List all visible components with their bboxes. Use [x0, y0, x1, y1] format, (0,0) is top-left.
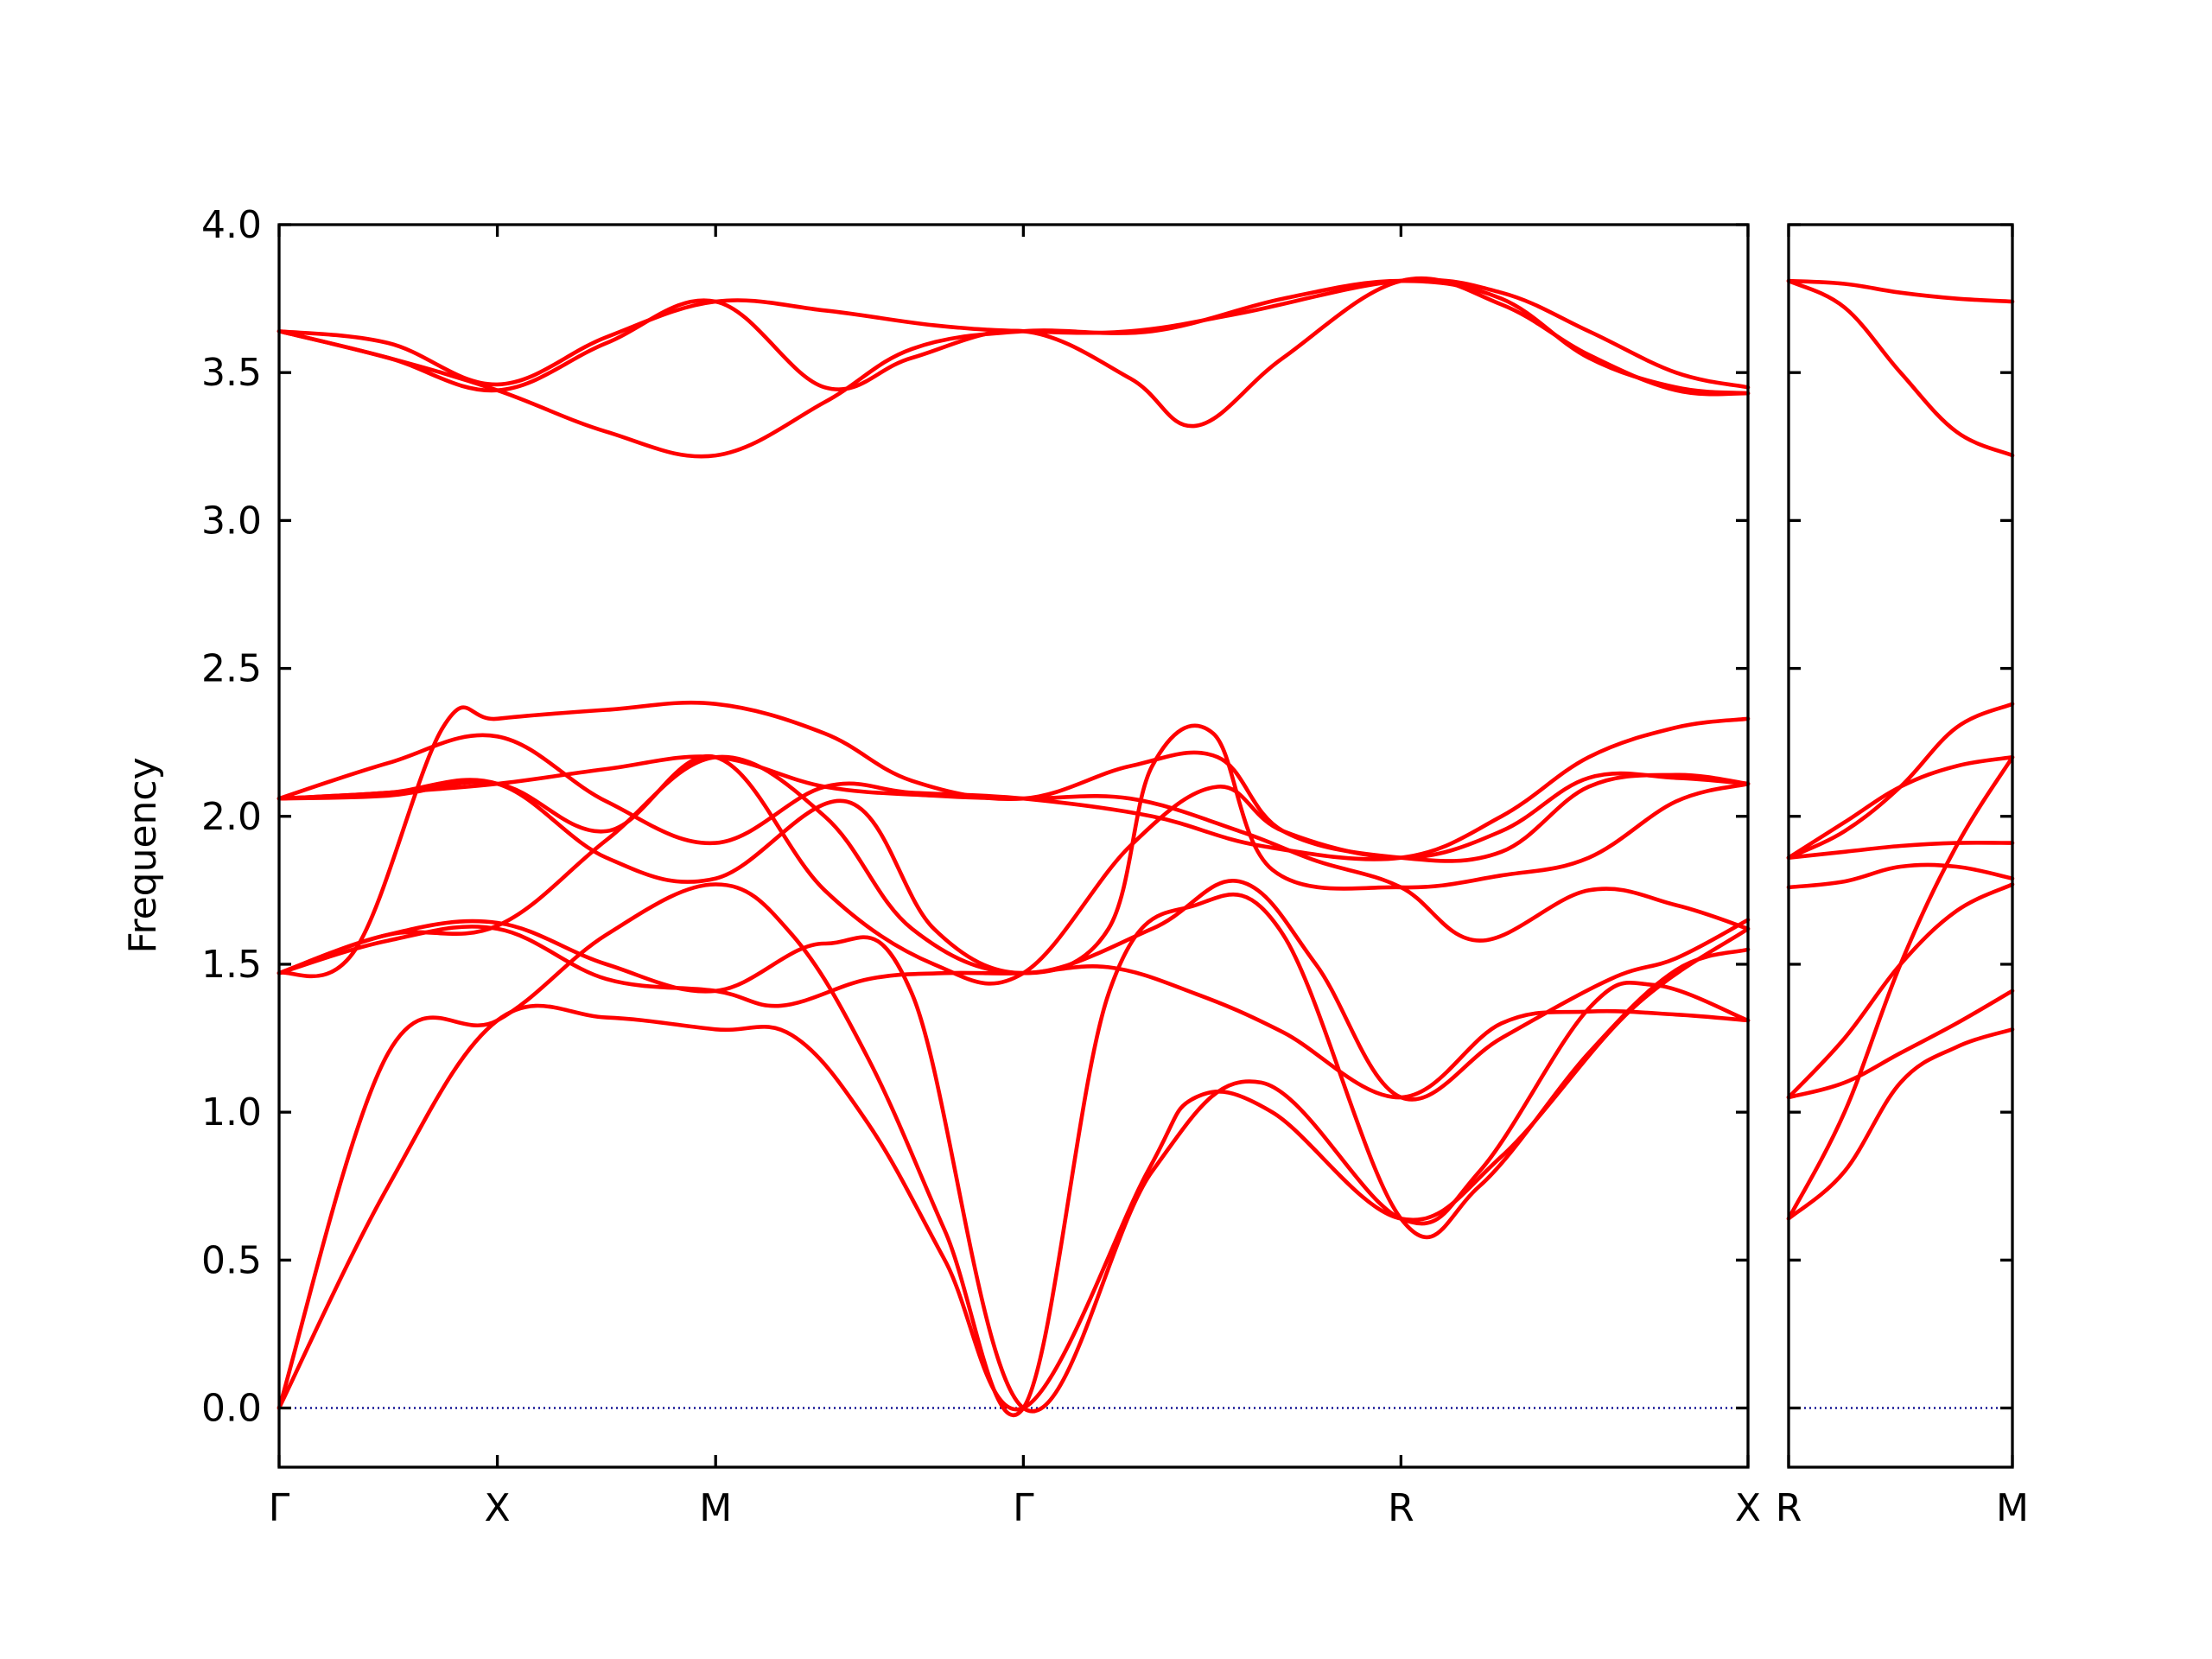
y-tick-label: 2.5 [201, 647, 262, 691]
band-9 [1786, 755, 2015, 1221]
x-tick-label: Γ [1013, 1486, 1034, 1530]
band-7 [276, 723, 1751, 976]
band-3 [276, 925, 1751, 1100]
y-tick-label: 1.0 [201, 1090, 262, 1135]
band-1 [276, 926, 1751, 1412]
band-1 [1786, 278, 2015, 304]
band-10 [276, 754, 1751, 1102]
band-12 [276, 276, 1751, 429]
y-tick-label: 1.5 [201, 943, 262, 987]
band-2 [1786, 278, 2015, 458]
band-10 [1786, 1027, 2015, 1221]
band-11 [276, 278, 1751, 459]
x-tick-label: X [485, 1486, 511, 1530]
band-5 [276, 700, 1751, 979]
y-tick-label: 3.0 [201, 499, 262, 543]
x-tick-label: X [1735, 1486, 1761, 1530]
x-tick-label: M [699, 1486, 732, 1530]
x-tick-label: Γ [269, 1486, 290, 1530]
band-8 [276, 753, 1751, 986]
band-8 [1786, 988, 2015, 1100]
y-tick-label: 0.0 [201, 1387, 262, 1431]
main-panel: 0.0 0.5 1.0 1.5 2.0 2.5 3.0 3.5 4.0 Γ X M Γ R X [201, 203, 1761, 1530]
band-9 [276, 754, 1751, 943]
plot-frame [1787, 223, 2014, 1469]
x-tick-label: M [1996, 1486, 2029, 1530]
band-4 [1786, 755, 2015, 860]
y-axis-title: Frequency [121, 757, 165, 953]
y-tick-label: 0.5 [201, 1238, 262, 1282]
x-tick-label: R [1776, 1486, 1802, 1530]
x-tick-label: R [1388, 1486, 1414, 1530]
band-7 [1786, 882, 2015, 1100]
band-13 [276, 277, 1751, 390]
y-tick-label: 3.5 [201, 351, 262, 395]
y-tick-label: 4.0 [201, 203, 262, 247]
y-tick-label: 2.0 [201, 795, 262, 839]
plot-frame [277, 223, 1750, 1469]
band-2 [276, 882, 1751, 1418]
band-5 [1786, 841, 2015, 860]
band-4 [276, 918, 1751, 1414]
band-6 [1786, 862, 2015, 890]
